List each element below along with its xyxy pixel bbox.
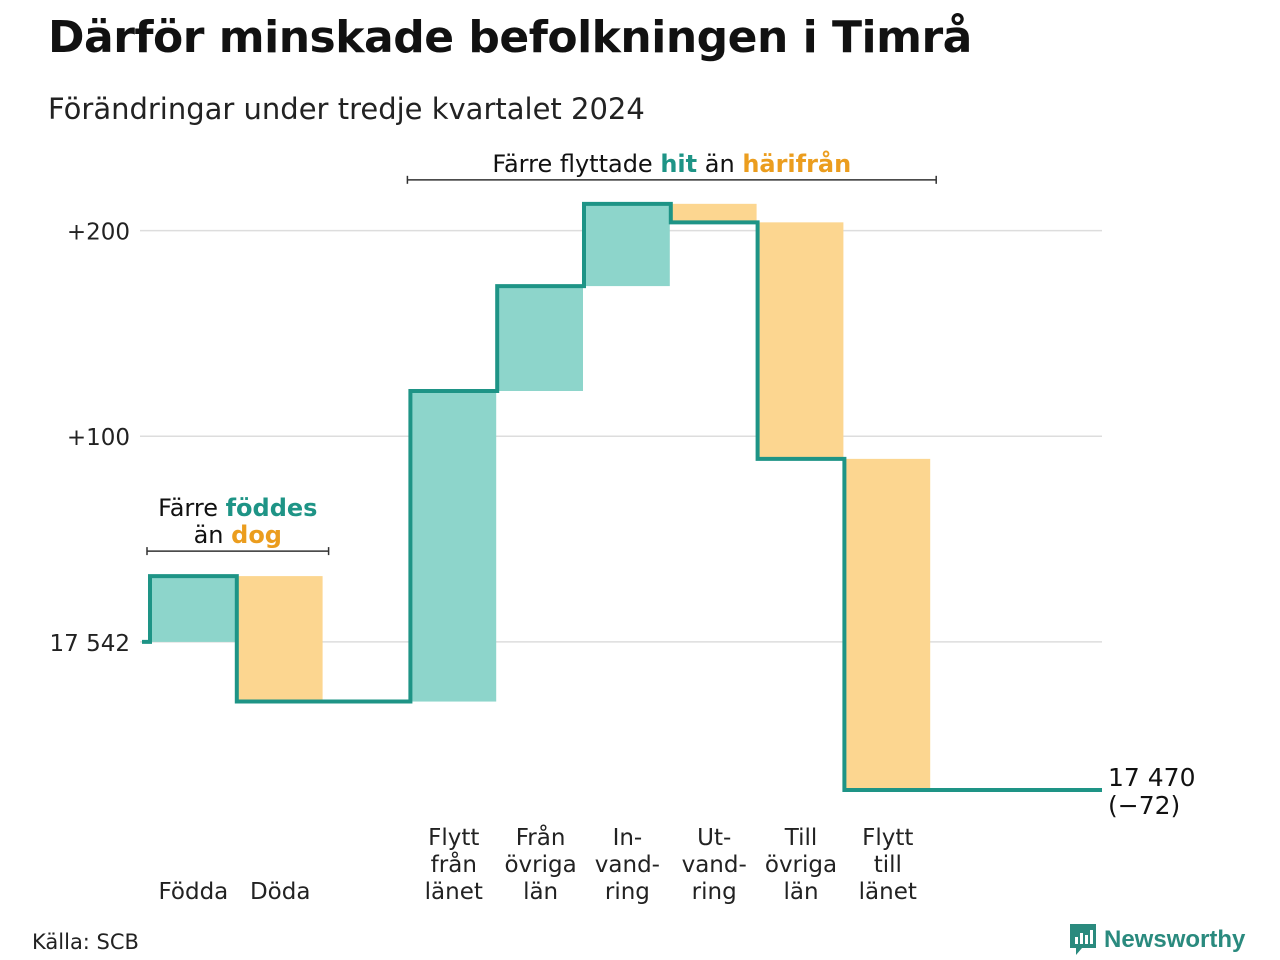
bar-inflow: [498, 286, 583, 391]
bar-inflow: [151, 576, 236, 642]
y-tick-label: +100: [67, 425, 130, 451]
annotation-span: än: [194, 521, 232, 549]
x-axis-label: vand-: [595, 852, 660, 878]
annotation-span: Färre: [158, 494, 226, 522]
source-note: Källa: SCB: [32, 930, 139, 954]
x-axis-label: länet: [859, 879, 917, 905]
x-axis-label: Födda: [159, 879, 229, 905]
x-axis-label: ring: [692, 879, 737, 905]
annotation-span: hit: [660, 150, 697, 178]
end-value-label: 17 470(−72): [1108, 763, 1195, 820]
x-axis-label: till: [874, 852, 902, 878]
y-tick-label: 17 542: [50, 631, 130, 657]
x-axis-label: Flytt: [428, 825, 479, 851]
chart-subtitle: Förändringar under tredje kvartalet 2024: [48, 92, 645, 126]
y-axis-ticks: 17 542 +100 +200: [50, 220, 130, 657]
x-axis-label: övriga: [504, 852, 576, 878]
x-axis-label: Döda: [250, 879, 310, 905]
brand-name: Newsworthy: [1104, 926, 1246, 953]
bar-inflow: [585, 203, 670, 287]
x-axis-label: övriga: [765, 852, 837, 878]
x-axis-label: vand-: [682, 852, 747, 878]
chart-title: Därför minskade befolkningen i Timrå: [48, 12, 972, 63]
x-axis-labels: Födda DödaFlyttfrånlänetFrånövrigalänIn-v…: [159, 823, 917, 905]
annotation-text: än dog: [194, 521, 282, 549]
annotation-span: härifrån: [742, 149, 851, 178]
annotation-span: föddes: [226, 494, 318, 522]
end-change: (−72): [1108, 791, 1180, 820]
end-value: 17 470: [1108, 763, 1195, 792]
x-axis-label: län: [783, 879, 818, 905]
bar-chart-speech-bubble-icon: [1070, 924, 1096, 955]
x-axis-label: Ut-: [697, 825, 731, 851]
bar-outflow: [671, 203, 757, 223]
x-axis-label: Från: [516, 823, 566, 851]
annotation-text: Färre föddes: [158, 494, 317, 522]
bar-outflow: [237, 576, 323, 702]
running-total-line: [142, 201, 1102, 792]
x-axis-label: från: [431, 850, 477, 878]
bars: [151, 203, 931, 790]
bar-inflow: [411, 390, 497, 702]
x-axis-label: In-: [613, 825, 643, 851]
annotation-span: än: [697, 150, 742, 178]
y-tick-label: +200: [67, 220, 130, 246]
annotation-text: Färre flyttade hit än härifrån: [492, 149, 851, 178]
x-axis-label: län: [523, 879, 558, 905]
x-axis-label: ring: [605, 879, 650, 905]
running-total-path: [142, 201, 1102, 792]
annotation-span: Färre flyttade: [492, 150, 660, 178]
x-axis-label: länet: [425, 879, 483, 905]
bar-outflow: [845, 458, 931, 790]
bar-outflow: [758, 222, 844, 459]
x-axis-label: Flytt: [862, 825, 913, 851]
brand-logo: Newsworthy: [1068, 922, 1245, 958]
annotation-span: dog: [231, 521, 282, 549]
x-axis-label: Till: [784, 825, 818, 851]
